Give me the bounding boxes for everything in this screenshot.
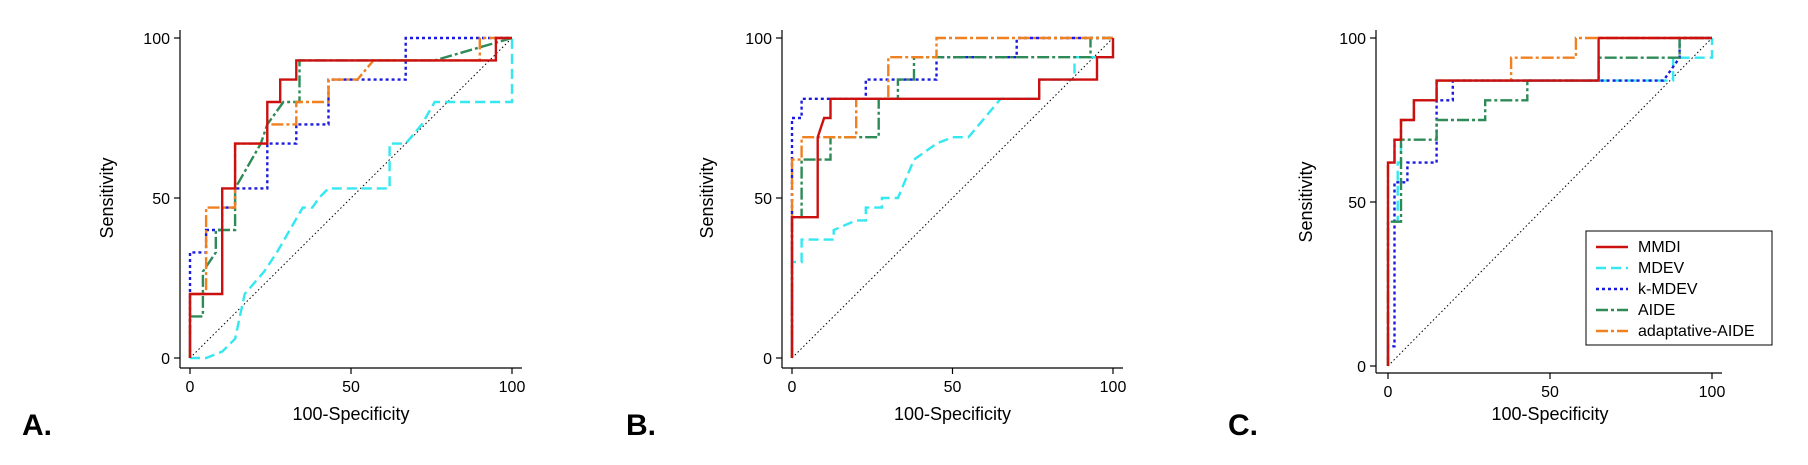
y-tick-label: 0	[763, 351, 772, 368]
roc-panel-1: 0 50 100 0 50 100 100-Specificity Sensitivity A.	[22, 30, 525, 442]
panel-label: B.	[626, 409, 656, 442]
legend: MMDI MDEV k-MDEV AIDE adaptative-AIDE	[1585, 230, 1773, 346]
x-axis-label: 100-Specificity	[292, 404, 409, 424]
panel-label: A.	[22, 409, 52, 442]
roc-curve-k-mdev	[188, 36, 512, 358]
roc-curve-mmdi	[1386, 36, 1712, 366]
x-axis-label: 100-Specificity	[894, 404, 1011, 424]
roc-curve-adaptative-aide	[790, 36, 1113, 358]
x-tick-label: 100	[499, 379, 526, 396]
roc-curve-mdev	[1386, 38, 1714, 366]
roc-panel-3: 0 50 100 0 50 100 100-Specificity Sensitivity C.…	[1228, 30, 1773, 442]
x-tick-label: 0	[1384, 384, 1393, 401]
legend-label-adaptative-aide: adaptative-AIDE	[1638, 323, 1755, 340]
y-tick-label: 50	[152, 191, 170, 208]
legend-label-k-mdev: k-MDEV	[1638, 281, 1698, 298]
y-tick-label: 100	[1339, 31, 1366, 48]
x-tick-label: 100	[1100, 379, 1127, 396]
y-axis-label: Sensitivity	[97, 157, 117, 238]
roc-curve-mmdi	[188, 36, 512, 358]
y-axis-label: Sensitivity	[697, 157, 717, 238]
x-tick-label: 0	[186, 379, 195, 396]
x-tick-label: 50	[342, 379, 360, 396]
roc-panel-2: 0 50 100 0 50 100 100-Specificity Sensitivity B.	[626, 30, 1126, 442]
x-tick-label: 50	[944, 379, 962, 396]
legend-label-mmdi: MMDI	[1638, 239, 1681, 256]
y-axis-label: Sensitivity	[1296, 161, 1316, 242]
legend-label-mdev: MDEV	[1638, 260, 1685, 277]
roc-curve-mmdi	[790, 38, 1115, 358]
x-axis-label: 100-Specificity	[1491, 404, 1608, 424]
legend-box	[1585, 230, 1773, 346]
y-tick-label: 50	[754, 191, 772, 208]
diagonal-reference-line	[1387, 37, 1713, 367]
y-tick-label: 100	[143, 31, 170, 48]
x-tick-label: 0	[788, 379, 797, 396]
roc-curve-k-mdev	[1386, 36, 1712, 366]
diagonal-reference-line	[189, 37, 513, 359]
roc-curve-aide	[1386, 36, 1712, 366]
panel-label: C.	[1228, 409, 1258, 442]
x-tick-label: 100	[1699, 384, 1726, 401]
legend-label-aide: AIDE	[1638, 302, 1675, 319]
y-tick-label: 0	[1357, 359, 1366, 376]
y-tick-label: 100	[745, 31, 772, 48]
x-tick-label: 50	[1541, 384, 1559, 401]
roc-curve-mdev	[190, 38, 514, 360]
roc-curve-k-mdev	[790, 36, 1113, 358]
roc-curve-aide	[188, 36, 513, 358]
y-tick-label: 50	[1348, 195, 1366, 212]
diagonal-reference-line	[791, 37, 1114, 359]
y-tick-label: 0	[161, 351, 170, 368]
